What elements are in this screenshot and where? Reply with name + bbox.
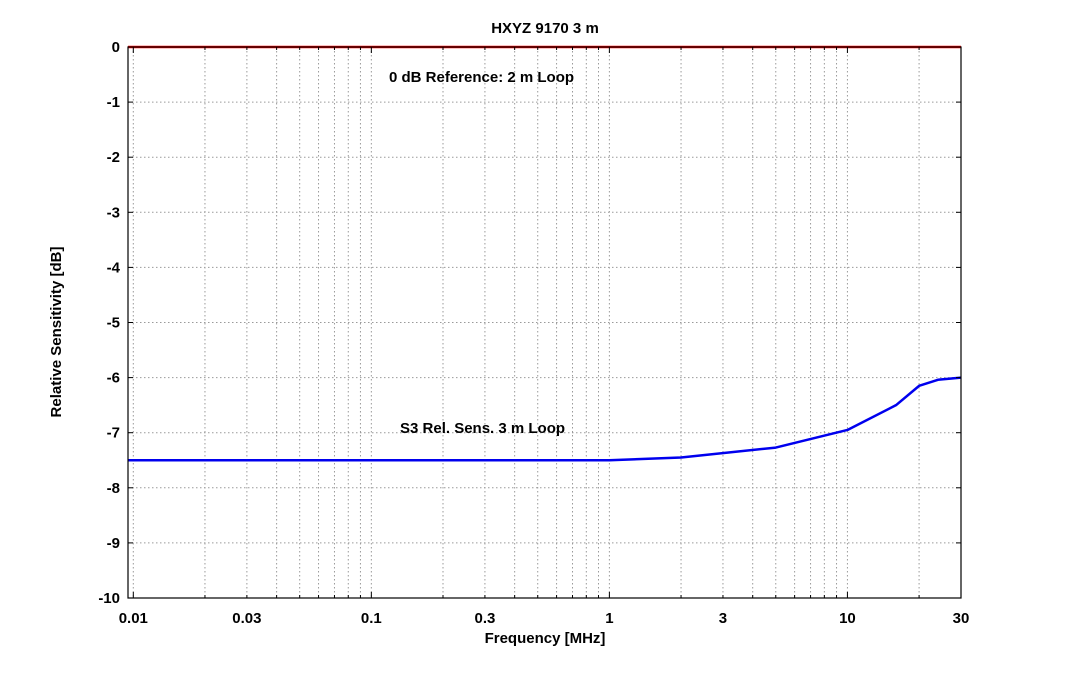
- x-tick-label: 0.1: [361, 610, 382, 627]
- x-tick-label: 1: [605, 610, 613, 627]
- y-tick-label: -6: [107, 370, 120, 387]
- y-tick-label: -3: [107, 204, 120, 221]
- y-tick-label: -9: [107, 535, 120, 552]
- x-tick-label: 10: [839, 610, 856, 627]
- y-tick-label: -8: [107, 480, 120, 497]
- y-tick-label: -10: [98, 590, 120, 607]
- x-tick-label: 0.03: [232, 610, 261, 627]
- y-axis-label: Relative Sensitivity [dB]: [48, 247, 65, 418]
- ticks: [128, 46, 961, 599]
- y-tick-label: -7: [107, 425, 120, 442]
- y-tick-label: -1: [107, 94, 120, 111]
- reference-annotation: 0 dB Reference: 2 m Loop: [389, 69, 574, 86]
- x-tick-label: 3: [719, 610, 727, 627]
- x-tick-label: 0.3: [474, 610, 495, 627]
- labels: HXYZ 9170 3 m Frequency [MHz] Relative S…: [48, 20, 969, 647]
- chart-title: HXYZ 9170 3 m: [491, 20, 599, 37]
- y-tick-label: -5: [107, 315, 120, 332]
- sensitivity-annotation: S3 Rel. Sens. 3 m Loop: [400, 420, 565, 437]
- series-layer: [128, 45, 962, 462]
- x-axis-label: Frequency [MHz]: [485, 630, 606, 647]
- y-tick-label: -2: [107, 149, 120, 166]
- sensitivity-line: [128, 376, 962, 462]
- x-tick-label: 0.01: [119, 610, 148, 627]
- grid: [128, 47, 961, 598]
- y-tick-label: -4: [107, 259, 121, 276]
- y-tick-label: 0: [112, 39, 120, 56]
- x-tick-label: 30: [953, 610, 970, 627]
